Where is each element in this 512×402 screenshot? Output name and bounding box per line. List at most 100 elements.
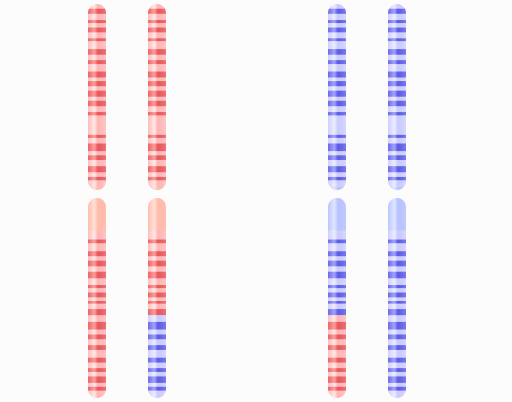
band <box>88 100 106 107</box>
segment-maternal <box>148 4 166 316</box>
band <box>88 176 106 181</box>
band <box>328 60 346 65</box>
segment-maternal <box>88 4 106 398</box>
band <box>148 20 166 24</box>
band <box>388 27 406 33</box>
chromosome-maternal-2 <box>148 4 166 398</box>
band <box>148 386 166 391</box>
band <box>328 27 346 33</box>
band <box>328 301 346 304</box>
band <box>328 20 346 24</box>
band <box>88 334 106 340</box>
band <box>328 155 346 160</box>
band <box>88 134 106 138</box>
band <box>88 143 106 152</box>
band <box>328 271 346 279</box>
band <box>388 166 406 173</box>
band <box>88 27 106 33</box>
band <box>148 90 166 97</box>
band <box>148 309 166 316</box>
band <box>328 134 346 138</box>
band <box>388 81 406 87</box>
band <box>148 251 166 257</box>
band <box>388 8 406 14</box>
band <box>148 134 166 138</box>
band <box>388 251 406 257</box>
segment-maternal <box>328 315 346 398</box>
band <box>148 8 166 14</box>
band <box>388 271 406 279</box>
band <box>328 368 346 372</box>
band <box>388 301 406 304</box>
band <box>328 345 346 350</box>
band <box>148 143 166 152</box>
band <box>388 60 406 65</box>
band <box>148 321 166 330</box>
band <box>88 357 106 363</box>
band <box>88 271 106 279</box>
chromosome-paternal-2 <box>388 4 406 398</box>
band <box>328 334 346 340</box>
segment-paternal <box>148 315 166 398</box>
band <box>388 260 406 267</box>
band <box>148 60 166 65</box>
band <box>88 239 106 244</box>
band <box>328 90 346 97</box>
chromosome-layer <box>88 4 406 398</box>
band <box>388 38 406 42</box>
band <box>388 309 406 316</box>
band <box>88 251 106 257</box>
band <box>148 27 166 33</box>
band <box>328 309 346 316</box>
band <box>388 285 406 289</box>
band <box>148 239 166 244</box>
band <box>328 112 346 116</box>
band <box>148 376 166 383</box>
band <box>148 271 166 279</box>
band <box>88 166 106 173</box>
band <box>388 71 406 78</box>
band <box>88 260 106 267</box>
band <box>88 71 106 78</box>
band <box>388 386 406 391</box>
band <box>328 143 346 152</box>
band <box>88 321 106 330</box>
band <box>88 8 106 14</box>
band <box>148 112 166 116</box>
chromosome-paternal-1 <box>328 4 346 398</box>
band <box>388 49 406 55</box>
band <box>388 134 406 138</box>
band <box>328 386 346 391</box>
band <box>328 166 346 173</box>
band <box>328 260 346 267</box>
band <box>148 357 166 363</box>
band <box>88 60 106 65</box>
band <box>148 71 166 78</box>
band <box>148 100 166 107</box>
chromosome-maternal-1 <box>88 4 106 398</box>
band <box>388 112 406 116</box>
band <box>388 292 406 298</box>
band <box>328 292 346 298</box>
band <box>88 285 106 289</box>
band <box>388 334 406 340</box>
band <box>328 8 346 14</box>
band <box>88 301 106 304</box>
band <box>148 368 166 372</box>
band <box>328 376 346 383</box>
band <box>88 90 106 97</box>
band <box>328 321 346 330</box>
band <box>88 309 106 316</box>
band <box>88 368 106 372</box>
band <box>388 321 406 330</box>
band <box>88 20 106 24</box>
band <box>148 176 166 181</box>
band <box>148 260 166 267</box>
band <box>148 301 166 304</box>
band <box>148 334 166 340</box>
band <box>388 20 406 24</box>
band <box>148 49 166 55</box>
band <box>88 155 106 160</box>
band <box>328 239 346 244</box>
band <box>88 345 106 350</box>
